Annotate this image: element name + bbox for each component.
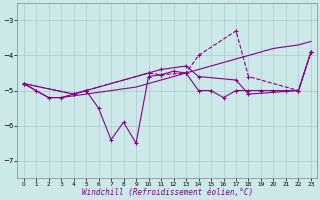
X-axis label: Windchill (Refroidissement éolien,°C): Windchill (Refroidissement éolien,°C) bbox=[82, 188, 253, 197]
